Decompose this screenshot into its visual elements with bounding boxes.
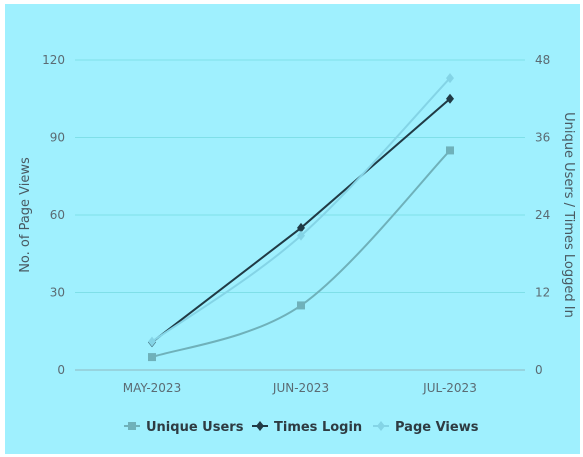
y-left-tick-label: 30 (50, 286, 65, 300)
data-point-times-login (446, 93, 454, 104)
legend-marker (377, 421, 385, 431)
data-point-page-views (297, 230, 305, 241)
data-point-page-views (446, 73, 454, 84)
legend-marker (128, 422, 136, 430)
data-point-unique-users (148, 353, 156, 362)
y-right-axis-title: Unique Users / Times Logged In (561, 112, 576, 318)
y-right-tick-label: 12 (535, 286, 550, 300)
data-point-unique-users (446, 146, 454, 155)
legend-label: Unique Users (146, 420, 244, 435)
y-left-tick-label: 0 (57, 363, 65, 377)
legend-label: Page Views (395, 420, 479, 435)
y-right-tick-label: 0 (535, 363, 543, 377)
y-left-tick-label: 120 (42, 53, 65, 67)
y-left-axis-title: No. of Page Views (18, 157, 33, 273)
y-left-tick-label: 60 (50, 208, 65, 222)
legend-label: Times Login (274, 420, 362, 435)
y-right-tick-label: 48 (535, 53, 550, 67)
y-left-tick-label: 90 (50, 131, 65, 145)
y-right-tick-label: 24 (535, 208, 550, 222)
data-point-times-login (297, 222, 305, 233)
combo-line-chart: 0 30 60 90 120 0 12 24 36 48 MAY-2023 JUN-2023 JUL-2… (18, 53, 576, 435)
x-tick-label: MAY-2023 (123, 381, 181, 395)
data-point-page-views (148, 336, 156, 347)
x-tick-label: JUL-2023 (422, 381, 477, 395)
y-right-tick-label: 36 (535, 131, 550, 145)
chart-card: 0 30 60 90 120 0 12 24 36 48 MAY-2023 JUN-2023 JUL-2… (5, 4, 580, 454)
data-point-unique-users (297, 301, 305, 310)
x-tick-label: JUN-2023 (272, 381, 329, 395)
series-line-unique-users (151, 149, 451, 359)
legend-marker (256, 421, 264, 431)
